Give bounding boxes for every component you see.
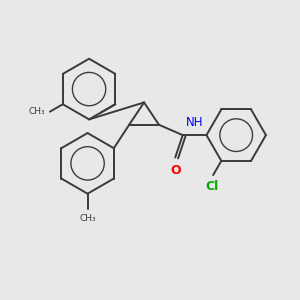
Text: CH₃: CH₃ [79, 214, 96, 223]
Text: NH: NH [186, 116, 203, 129]
Text: O: O [170, 164, 181, 177]
Text: CH₃: CH₃ [29, 107, 46, 116]
Text: Cl: Cl [205, 180, 218, 194]
